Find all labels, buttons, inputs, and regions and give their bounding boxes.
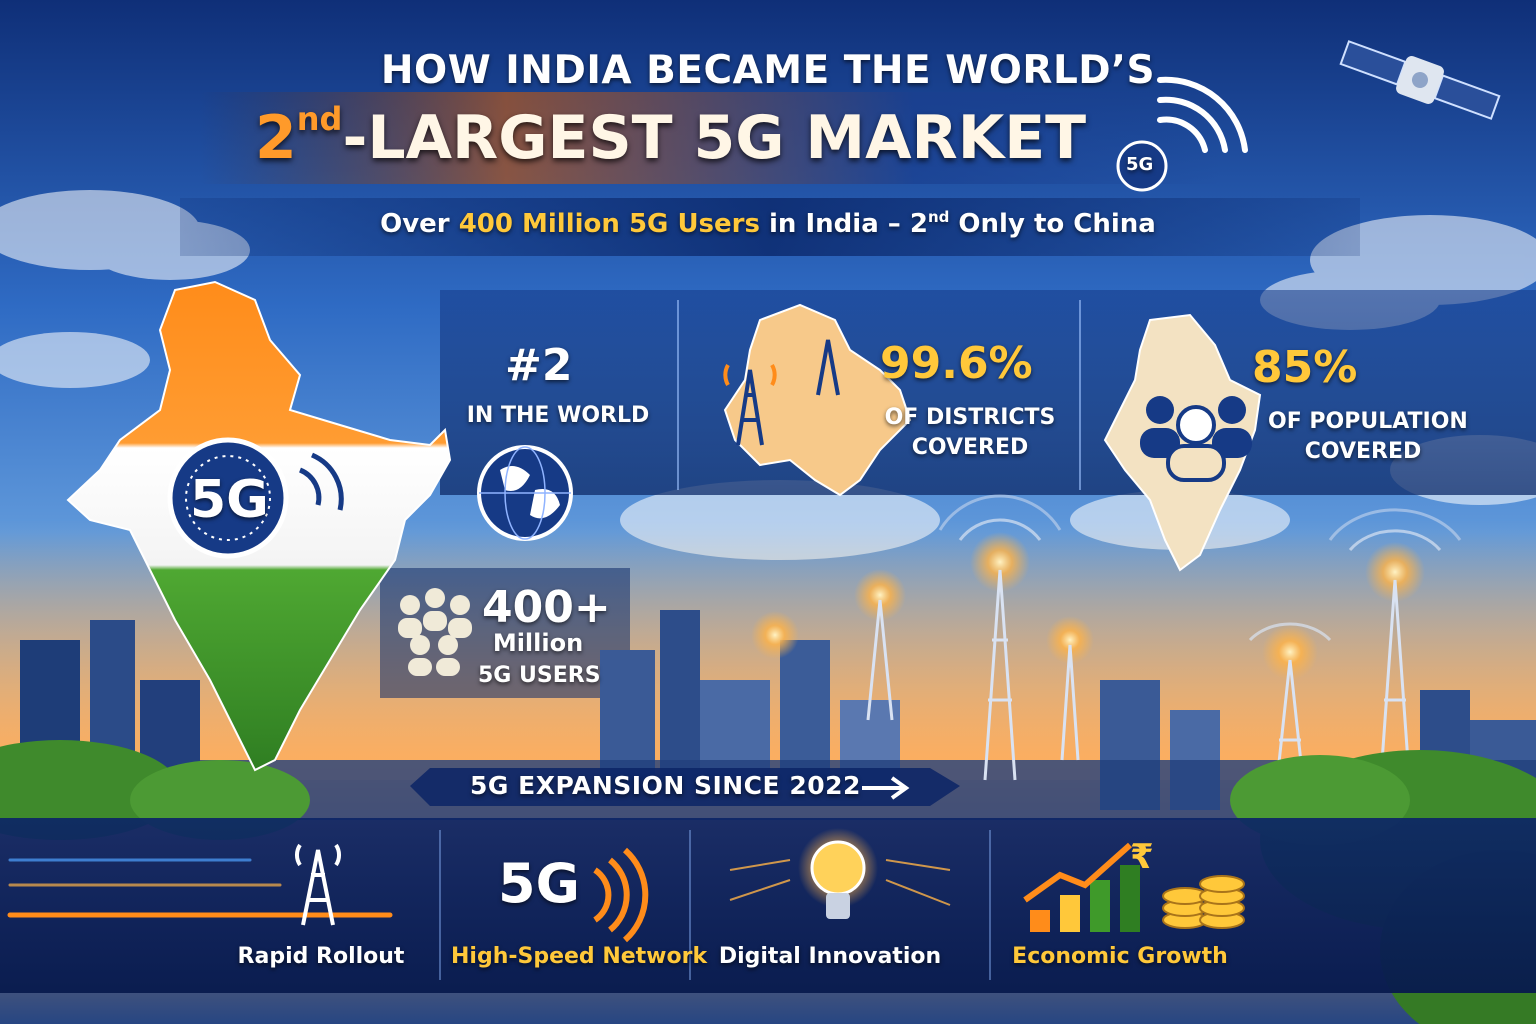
feature-economic-growth: Economic Growth	[1012, 944, 1228, 969]
feature-digital-innovation: Digital Innovation	[718, 944, 942, 969]
population-label-line1: OF POPULATION	[1268, 409, 1468, 434]
rupee-icon: ₹	[1130, 837, 1154, 877]
expansion-banner	[410, 768, 960, 806]
feature-5g-badge: 5G	[498, 852, 580, 915]
districts-label-line2: COVERED	[911, 435, 1029, 460]
users-group-icon	[398, 588, 472, 676]
people-group-icon	[1140, 396, 1252, 482]
tower-icon	[294, 843, 342, 926]
expansion-label: 5G EXPANSION SINCE 2022	[470, 771, 861, 800]
ashoka-chakra-icon	[185, 455, 271, 541]
growth-chart-icon	[1023, 842, 1245, 932]
title-band	[200, 92, 1220, 184]
title-5g-badge-label: 5G	[1126, 154, 1154, 175]
lightbulb-icon	[729, 828, 951, 919]
districts-map-icon	[723, 303, 912, 497]
rank-value: #2	[505, 340, 573, 391]
districts-label-line1: OF DISTRICTS	[884, 405, 1056, 430]
map-5g-label: 5G	[190, 470, 269, 530]
feature-rapid-rollout: Rapid Rollout	[237, 944, 405, 969]
districts-value: 99.6%	[880, 338, 1033, 389]
title-5g-badge	[1116, 140, 1168, 192]
subtitle-suffix: Only to China	[949, 209, 1156, 239]
signal-waves-icon	[298, 452, 344, 511]
title-rest: -LARGEST 5G MARKET	[342, 103, 1087, 173]
subtitle-band	[180, 198, 1360, 256]
features-band	[0, 818, 1536, 993]
title-suffix: nd	[296, 100, 343, 138]
subtitle-sup: nd	[927, 208, 950, 226]
page-title: 2nd-LARGEST 5G MARKET	[255, 100, 1086, 173]
title-line1: HOW INDIA BECAME THE WORLD’S	[380, 48, 1156, 93]
wifi-icon	[1157, 76, 1248, 153]
subtitle-middle: in India – 2	[759, 209, 928, 239]
subtitle-highlight: 400 Million 5G Users	[458, 209, 760, 239]
population-label-line2: COVERED	[1304, 439, 1422, 464]
population-map-icon	[1103, 313, 1262, 572]
population-value: 85%	[1252, 342, 1358, 393]
subtitle-prefix: Over	[380, 209, 459, 239]
stats-panel	[440, 290, 1536, 495]
feature-high-speed-network: High-Speed Network	[451, 944, 708, 969]
speed-lines	[7, 858, 393, 918]
rank-label: IN THE WORLD	[466, 403, 650, 428]
globe-icon	[477, 445, 573, 541]
satellite-icon	[1339, 40, 1501, 120]
users-label-line1: Million	[492, 629, 584, 657]
users-value: 400+	[482, 582, 611, 633]
signal-waves-icon	[723, 364, 777, 386]
5g-signal-icon	[593, 847, 649, 943]
tower-icon	[736, 339, 840, 446]
users-panel	[380, 568, 630, 698]
svg-text:₹: ₹	[1130, 837, 1154, 877]
cell-towers	[751, 494, 1462, 801]
title-number: 2	[255, 103, 297, 173]
subtitle: Over 400 Million 5G Users in India – 2nd…	[0, 208, 1536, 239]
users-label-line2: 5G USERS	[478, 663, 601, 688]
arrow-right-icon	[862, 776, 910, 800]
